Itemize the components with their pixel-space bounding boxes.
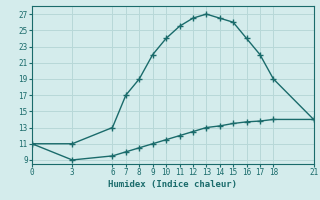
X-axis label: Humidex (Indice chaleur): Humidex (Indice chaleur) xyxy=(108,180,237,189)
